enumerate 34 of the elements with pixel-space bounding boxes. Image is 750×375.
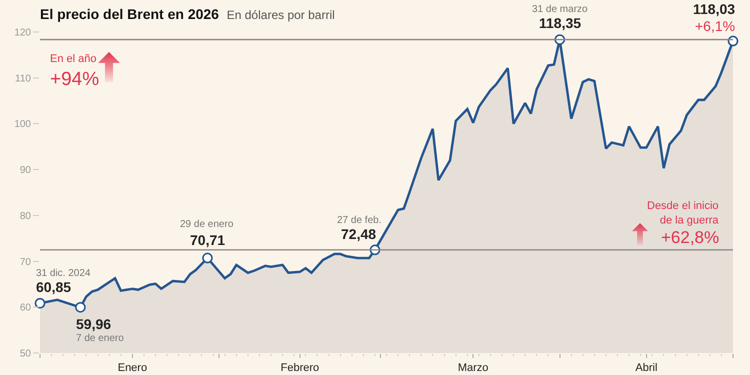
annotation: En el año [50,53,96,65]
annotation: 59,96 [76,316,112,332]
annotation: 27 de feb. [337,215,382,226]
point [728,36,738,46]
annotation: 70,71 [190,232,226,248]
annotation: 31 dic. 2024 [36,268,91,279]
annotation: 118,03 [693,1,736,17]
y-tick-label: 70 [20,256,32,268]
annotation: 72,48 [341,226,376,242]
chart-subtitle: En dólares por barril [226,8,335,22]
y-tick-label: 90 [20,165,32,176]
annotation: +94% [50,69,100,90]
point [202,252,213,264]
x-tick-label: Marzo [458,362,488,374]
y-tick-label: 50 [20,348,32,360]
point [34,298,46,308]
y-tick-label: 120 [14,28,32,38]
annotation: 118,35 [539,15,582,31]
annotation: 31 de marzo [532,4,588,15]
x-tick-label: Febrero [280,362,320,374]
annotation: +6,1% [695,18,736,34]
y-tick-label: 100 [14,119,32,130]
annotation: 60,85 [36,279,72,295]
annotation: 29 de enero [180,219,234,230]
x-tick-label: Abril [635,362,658,374]
y-tick-label: 80 [20,210,32,222]
y-tick-label: 60 [20,302,32,314]
annotation: Desde el inicio de la guerra [647,200,720,226]
annotation: +62,8% [661,228,720,247]
y-tick-label: 110 [15,73,32,84]
chart-title: El precio del Brent en 2026 [40,6,220,22]
x-tick-label: Enero [118,362,148,374]
annotation: 7 de enero [76,333,124,344]
point [75,302,86,313]
